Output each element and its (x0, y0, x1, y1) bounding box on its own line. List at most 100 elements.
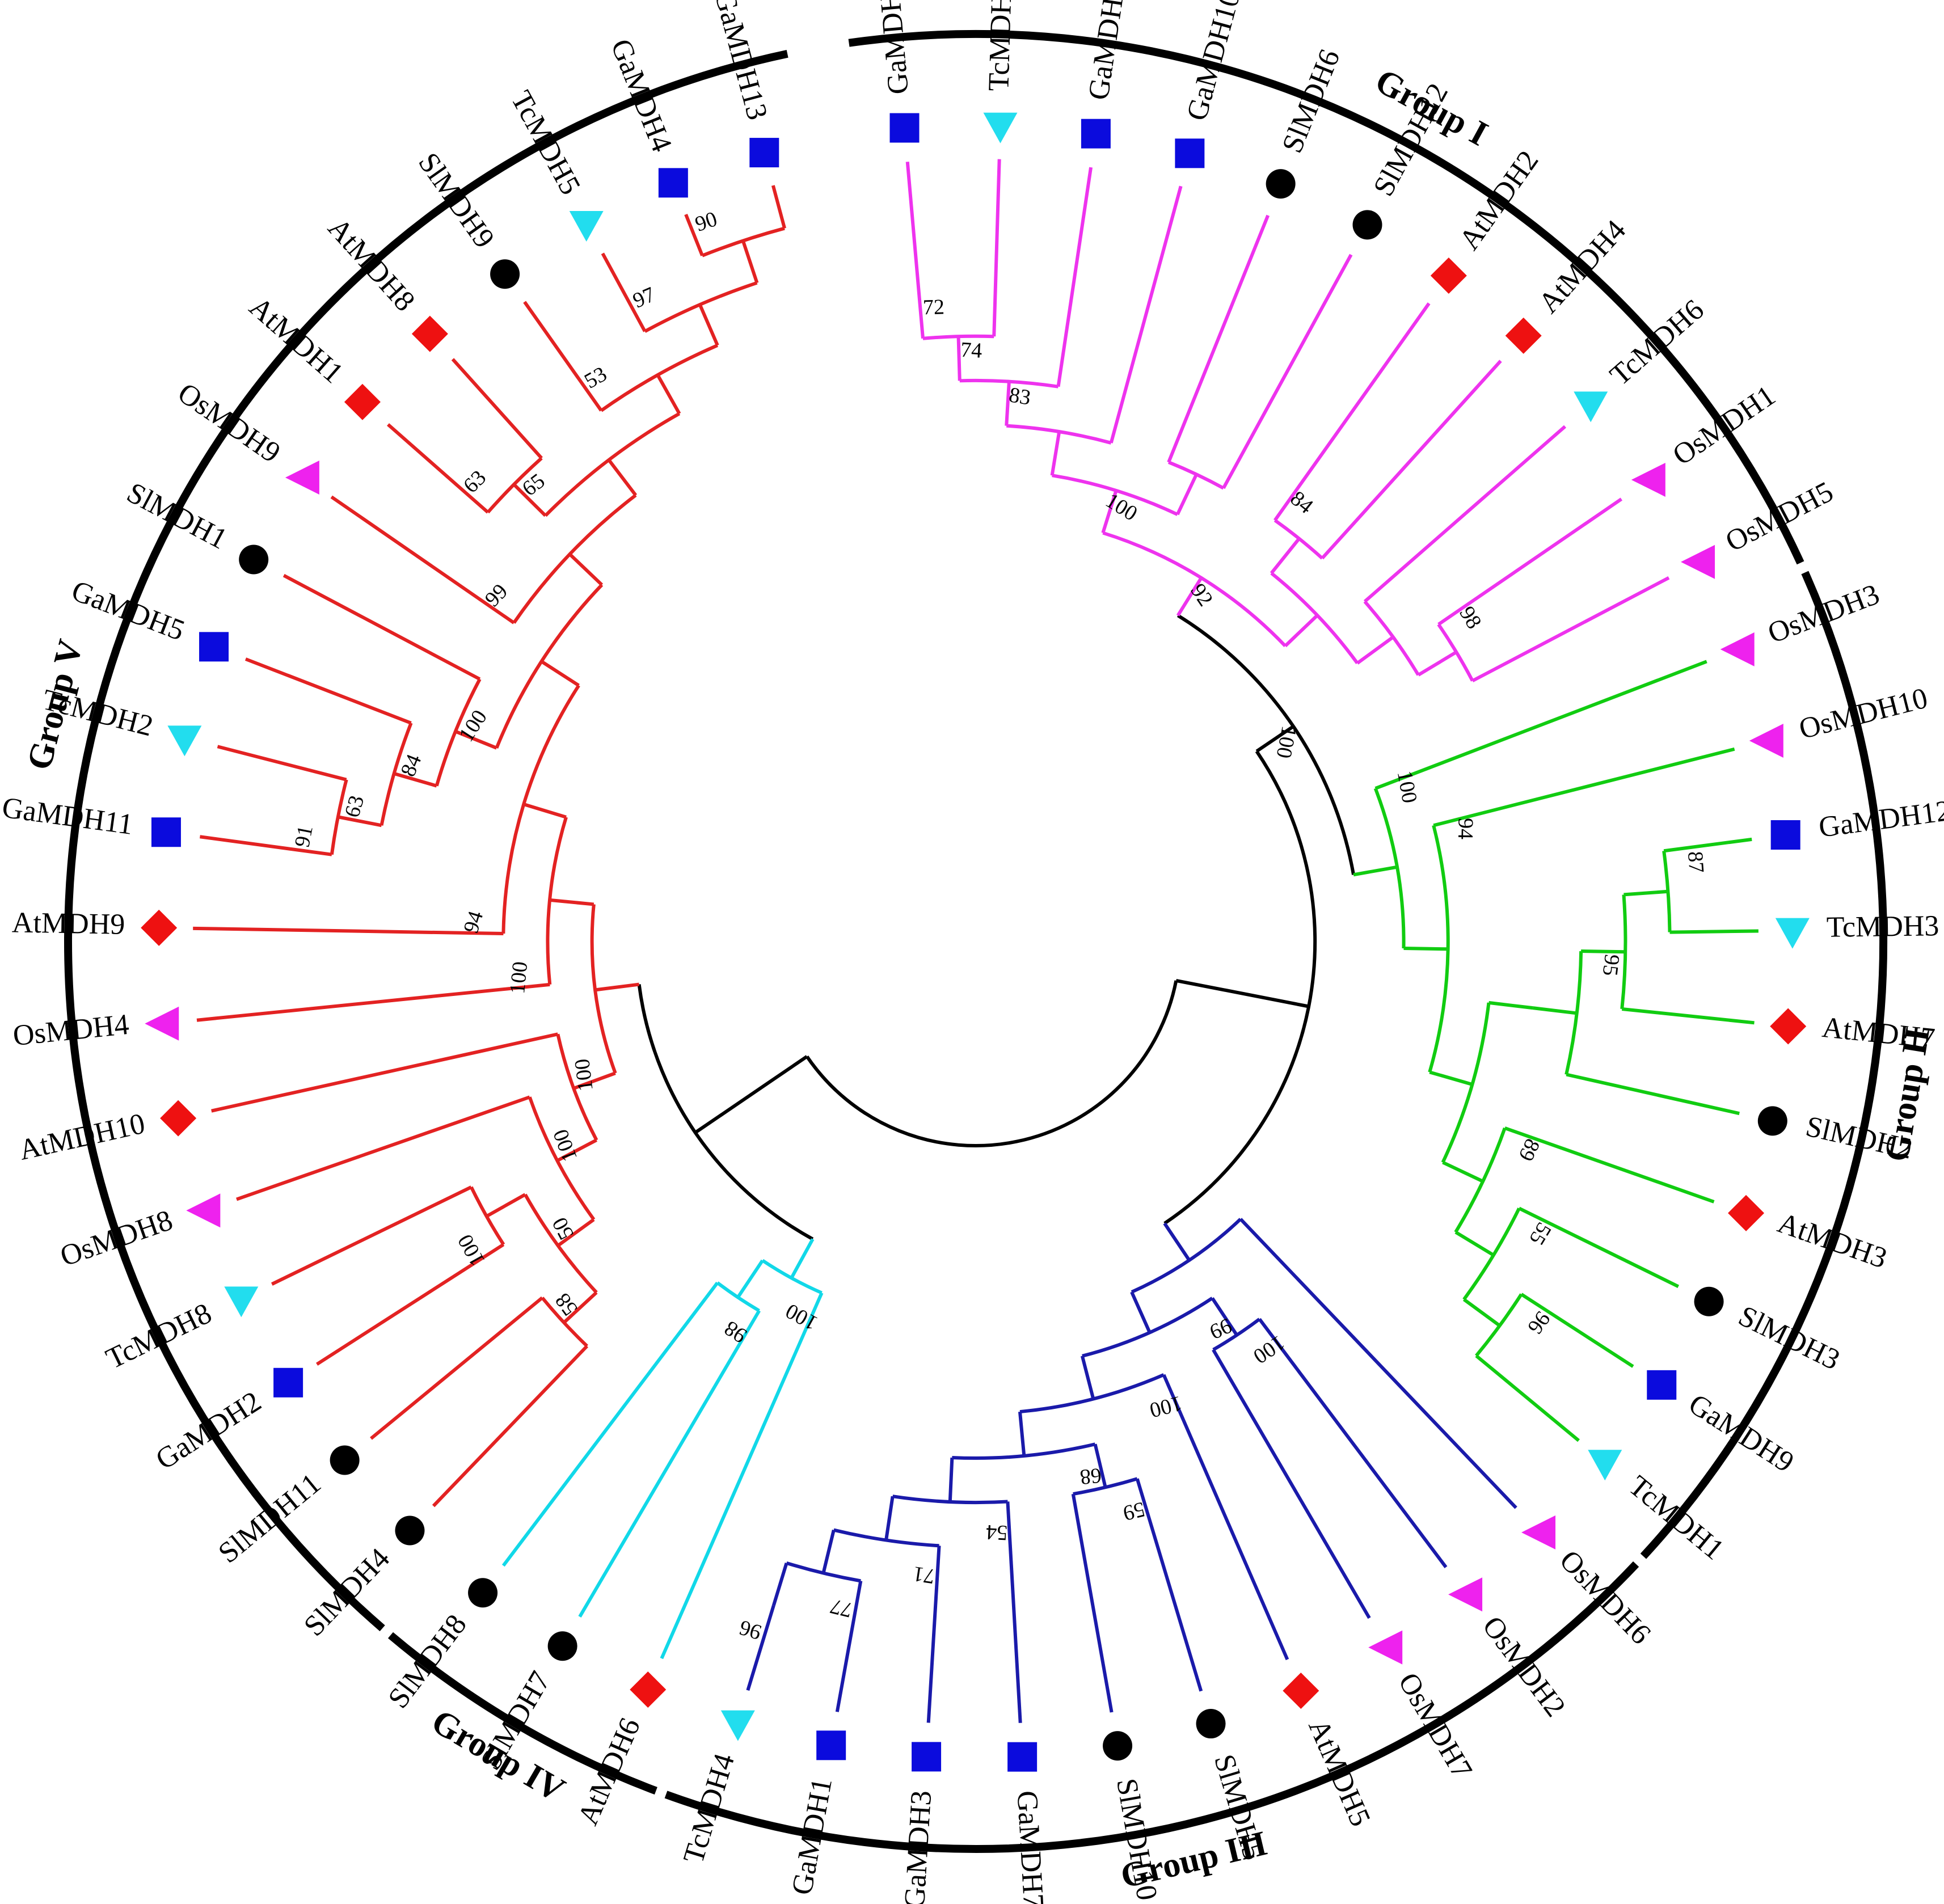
bootstrap-gIII_d: 68 (1079, 1463, 1103, 1489)
branch-gV_P (698, 303, 719, 347)
marker-OsMDH7 (1368, 1630, 1403, 1665)
branch-arc-gV_N (486, 457, 543, 514)
branch-arc-gIII_c (1019, 1373, 1165, 1414)
branch-arc-gIII_a (1082, 1297, 1213, 1358)
branch-GaMDH5 (244, 657, 412, 725)
branch-gIII_c (1080, 1356, 1095, 1400)
branch-gI_i (1417, 651, 1457, 677)
branch-gIII_h (821, 1529, 836, 1574)
marker-OsMDH10 (1749, 724, 1783, 758)
leaf-label-OsMDH4: OsMDH4 (11, 1008, 130, 1052)
branch-arc-gIII_e (1073, 1477, 1138, 1496)
branch-n100_black (1175, 978, 1309, 1008)
bootstrap-gV_F: 100 (505, 960, 532, 995)
bootstrap-gI_d: 72 (922, 295, 944, 319)
marker-SlMDH9 (490, 259, 520, 289)
marker-TcMDH8 (224, 1286, 259, 1318)
branch-arc-gV_root (590, 904, 617, 1074)
branch-gI_a (1101, 490, 1118, 534)
bootstrap-gII_f: 87 (1683, 851, 1709, 874)
branch-arc-gI_b (1006, 424, 1112, 445)
branch-AtMDH9 (193, 926, 504, 936)
marker-OsMDH3 (1720, 632, 1755, 666)
bootstrap-gIII_c: 100 (1147, 1391, 1184, 1422)
marker-OsMDH9 (285, 460, 319, 495)
branch-TcMDH2 (217, 745, 347, 782)
leaf-label-SlMDH6: SlMDH6 (1276, 45, 1346, 157)
marker-SlMDH5 (1196, 1709, 1226, 1739)
marker-GaMDH4 (658, 168, 688, 198)
leaf-label-OsMDH8: OsMDH8 (56, 1204, 176, 1273)
marker-SlMDH10 (1103, 1731, 1133, 1761)
marker-GaMDH7 (1007, 1742, 1038, 1772)
branch-GaMDH6 (905, 161, 925, 339)
marker-GaMDH9 (1647, 1370, 1677, 1400)
leaf-label-TcMDH7: TcMDH7 (982, 0, 1018, 91)
leaf-label-TcMDH4: TcMDH4 (677, 1750, 741, 1867)
bootstrap-gI_i: 98 (1454, 602, 1486, 633)
marker-TcMDH7 (983, 112, 1018, 143)
branch-gV_H (540, 660, 580, 687)
branch-gIII_d (1018, 1411, 1026, 1457)
branch-SlMDH4 (432, 1345, 588, 1508)
branch-SlMDH9 (523, 301, 603, 412)
marker-AtMDH2 (1430, 257, 1467, 294)
group-arc-group-i (848, 30, 1804, 565)
branch-arc-gII_e (1620, 894, 1627, 1010)
branch-SlMDH5 (1135, 1478, 1203, 1692)
leaf-label-GaMDH9: GaMDH9 (1683, 1388, 1800, 1479)
branch-OsMDH9 (330, 495, 515, 624)
branch-OsMDH4 (196, 982, 550, 1022)
branch-TcMDH8 (271, 1185, 473, 1286)
bootstrap-gI_b: 83 (1007, 383, 1032, 410)
branch-GaMDH13 (771, 185, 786, 229)
branch-arc-gIII_b (1212, 1318, 1261, 1352)
marker-SlMDH12 (1352, 210, 1382, 240)
branch-gII_c (1488, 1000, 1533, 1010)
leaf-label-GaMDH3: GaMDH3 (899, 1789, 938, 1904)
branch-AtMDH6 (660, 1292, 824, 1660)
marker-SlMDH6 (1266, 169, 1296, 199)
branch-gV_root (594, 982, 639, 992)
branch-gI_b (1050, 431, 1061, 476)
branch-arc-n_left (637, 984, 814, 1241)
leaf-label-AtMDH9: AtMDH9 (11, 906, 125, 940)
branch-gII_e (1581, 949, 1626, 954)
branch-arc-root (806, 980, 1178, 1147)
bootstrap-gV_L: 99 (480, 579, 513, 611)
branch-gI_root (1176, 577, 1203, 617)
branch-SlMDH7 (578, 1310, 761, 1618)
bootstrap-gII_a: 94 (1453, 818, 1478, 840)
marker-GaMDH8 (1081, 119, 1111, 149)
branch-OsMDH6 (1239, 1218, 1517, 1509)
branch-arc-gV_H (495, 584, 604, 749)
branch-gII_root (1353, 865, 1398, 877)
branch-TcMDH6 (1363, 425, 1567, 603)
branch-GaMDH12 (1663, 837, 1752, 853)
marker-TcMDH6 (1574, 391, 1608, 423)
leaf-label-TcMDH1: TcMDH1 (1622, 1470, 1730, 1567)
branch-AtMDH1 (387, 423, 490, 514)
leaf-label-OsMDH5: OsMDH5 (1720, 475, 1838, 558)
bootstrap-gV_H: 100 (454, 706, 492, 746)
branch-TcMDH5 (601, 252, 647, 332)
leaf-label-GaMDH11: GaMDH11 (0, 791, 135, 841)
marker-AtMDH9 (141, 909, 178, 946)
branch-AtMDH8 (451, 358, 543, 459)
leaf-label-GaMDH4: GaMDH4 (604, 35, 678, 156)
branch-gV_E (486, 1193, 526, 1218)
branch-arc-gV_C (524, 1193, 598, 1294)
marker-OsMDH2 (1448, 1577, 1483, 1612)
branch-arc-gV_Q (701, 226, 785, 257)
branch-arc-gI_d (922, 334, 994, 340)
marker-SlMDH1 (239, 544, 269, 575)
branch-OsMDH1 (1437, 497, 1623, 626)
branch-gII_d (1532, 1006, 1578, 1015)
branch-AtMDH7 (1621, 1007, 1755, 1025)
branch-GaMDH7 (1006, 1501, 1022, 1723)
leaf-label-TcMDH8: TcMDH8 (101, 1297, 216, 1375)
branch-arc-gIII_h (786, 1561, 861, 1583)
branch-gIV_a (736, 1259, 764, 1299)
branch-SlMDH8 (501, 1281, 719, 1567)
bootstrap-gII_d: 95 (1598, 953, 1624, 977)
